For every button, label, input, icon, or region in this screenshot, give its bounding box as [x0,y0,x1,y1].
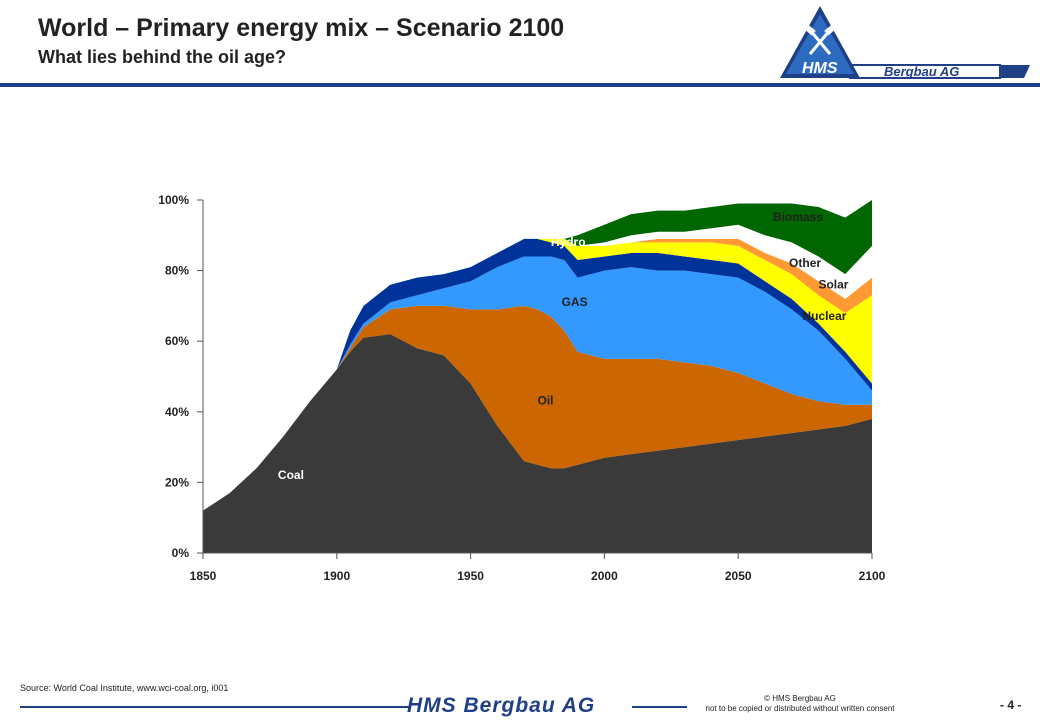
y-tick-label: 60% [165,334,189,348]
footer-rule-right [632,706,687,708]
chart-axes: 0% 20% 40% 60% 80% 100% 1850 1900 1950 2000 2050 21… [158,193,885,583]
area-gas [203,256,872,511]
label-hydro: Hydro [551,235,586,249]
hms-logo: HMS Bergbau AG [780,6,1030,79]
stacked-areas [203,200,872,553]
footer-rule-left [20,706,410,708]
footer-brand: HMS Bergbau AG [407,694,596,717]
label-solar: Solar [818,277,848,291]
area-oil [203,305,872,511]
x-tick-label: 1850 [190,569,217,583]
page-subtitle: What lies behind the oil age? [38,47,287,67]
copyright-notice: © HMS Bergbau AG not to be copied or dis… [690,694,910,714]
logo-wordmark: Bergbau AG [884,64,959,79]
page-title: World – Primary energy mix – Scenario 21… [38,14,565,42]
x-tick-label: 2100 [859,569,886,583]
x-tick-label: 2050 [725,569,752,583]
source-note: Source: World Coal Institute, www.wci-co… [20,683,229,693]
label-coal: Coal [278,468,304,482]
area-biomass [203,200,872,511]
page-number: - 4 - [1000,698,1022,712]
label-gas: GAS [562,295,588,309]
area-hydro [203,238,872,511]
y-tick-label: 100% [158,193,189,207]
y-tick-label: 0% [172,546,190,560]
header-divider [0,83,1040,87]
y-tick-label: 80% [165,264,189,278]
y-tick-label: 20% [165,475,189,489]
label-other: Other [789,256,821,270]
crossed-hammers-icon [808,29,832,55]
area-coal [203,334,872,553]
x-tick-label: 2000 [591,569,618,583]
label-nuclear: Nuclear [802,309,846,323]
copyright-line-2: not to be copied or distributed without … [705,704,895,713]
label-oil: Oil [538,394,554,408]
copyright-line-1: © HMS Bergbau AG [764,694,836,703]
logo-mark: HMS [802,60,838,77]
area-other [203,224,872,511]
label-biomass: Biomass [773,210,823,224]
y-tick-label: 40% [165,405,189,419]
x-tick-label: 1900 [323,569,350,583]
x-tick-label: 1950 [457,569,484,583]
series-labels: Coal Oil GAS Hydro Biomass Other Solar Nuclear [278,210,849,482]
